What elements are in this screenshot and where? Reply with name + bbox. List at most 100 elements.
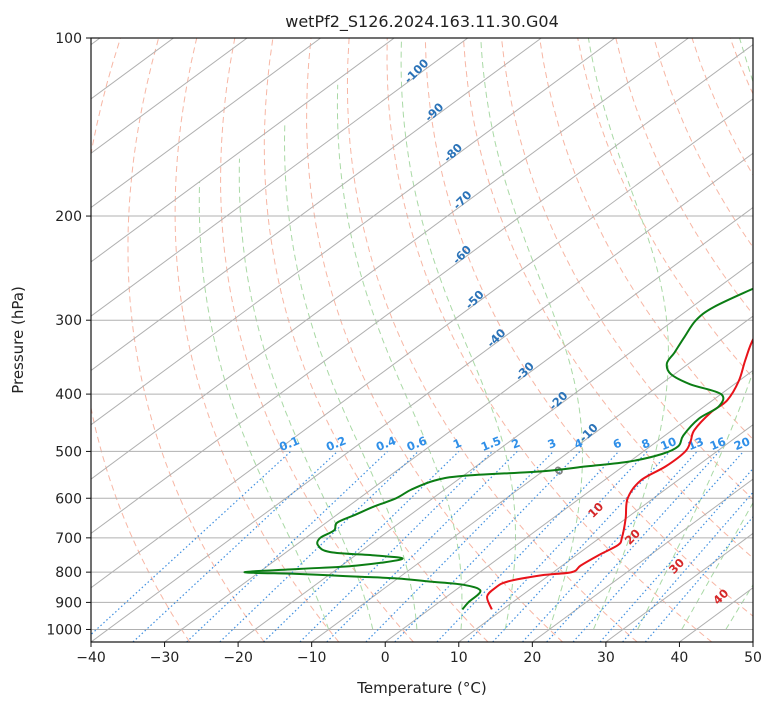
dry-adiabat-line xyxy=(306,38,563,642)
y-tick-label: 800 xyxy=(55,565,82,581)
isotherm-line xyxy=(679,587,753,642)
x-tick-label: −10 xyxy=(297,650,327,666)
isotherm-annotation-label: -90 xyxy=(422,100,447,125)
isotherm-line xyxy=(384,369,753,642)
x-tick-label: −20 xyxy=(223,650,253,666)
dry-adiabat-line xyxy=(768,38,775,642)
x-tick-label: 10 xyxy=(450,650,468,666)
mixing-ratio-line xyxy=(394,450,581,642)
y-tick-label: 600 xyxy=(55,491,82,507)
x-tick-label: 0 xyxy=(381,650,390,666)
dry-adiabat-line xyxy=(346,38,638,642)
mixing-ratio-label: 16 xyxy=(708,434,728,453)
mixing-ratio-line xyxy=(644,515,753,642)
dewpoint-series-line xyxy=(243,287,753,611)
mixing-ratio-line xyxy=(522,451,698,642)
y-axis-label: Pressure (hPa) xyxy=(9,286,27,394)
mixing-ratio-label: 6 xyxy=(611,436,624,452)
mixing-ratio-line xyxy=(91,450,292,636)
dry-adiabat-line xyxy=(691,38,753,176)
moist-adiabat-line xyxy=(400,38,516,630)
dry-adiabat-line xyxy=(174,38,340,642)
dry-adiabat-line xyxy=(653,38,753,249)
dry-adiabat-line xyxy=(424,38,753,617)
isotherm-line xyxy=(532,478,753,642)
moist-adiabat-line xyxy=(480,38,583,630)
dry-adiabat-line xyxy=(91,38,191,642)
dry-adiabat-line xyxy=(462,38,753,559)
isotherm-line xyxy=(91,38,248,154)
mixing-ratio-line xyxy=(572,451,744,642)
mixing-ratio-line xyxy=(546,451,720,642)
mixing-ratio-label: 1 xyxy=(451,436,464,452)
x-tick-label: −30 xyxy=(150,650,180,666)
moist-adiabat-line xyxy=(198,181,330,630)
moist-adiabat-label: 10 xyxy=(585,499,606,520)
moist-adiabat-line xyxy=(637,38,753,630)
mixing-ratio-label: 25 xyxy=(757,434,775,453)
mixing-ratio-line xyxy=(436,451,620,642)
mixing-ratio-line xyxy=(299,450,493,642)
x-tick-label: 30 xyxy=(597,650,615,666)
isotherm-line xyxy=(164,206,753,642)
chart-title: wetPf2_S126.2024.163.11.30.G04 xyxy=(285,12,559,32)
mixing-ratio-line xyxy=(492,451,671,642)
plot-frame xyxy=(90,37,754,643)
mixing-ratio-line xyxy=(263,450,460,642)
moist-adiabat-label: 40 xyxy=(710,586,731,607)
isotherm-labels: -100-90-80-70-60-50-40-30-20-100.1 0.2 0.4… xyxy=(277,56,775,607)
mixing-ratio-line xyxy=(326,450,518,642)
isotherm-annotation-label: -50 xyxy=(462,287,487,312)
temperature-series-line xyxy=(486,337,753,610)
x-tick-label: 50 xyxy=(744,650,762,666)
x-tick-label: 20 xyxy=(523,650,541,666)
isotherm-annotation-label: -40 xyxy=(484,326,509,351)
isotherm-annotation-label: -70 xyxy=(450,188,475,213)
isotherm-line xyxy=(752,641,753,642)
dry-adiabat-line xyxy=(263,38,489,642)
isotherm-line xyxy=(91,38,542,372)
mixing-ratio-label: 10 xyxy=(658,434,678,453)
mixing-ratio-label: 2 xyxy=(509,436,522,452)
y-tick-label: 300 xyxy=(55,313,82,329)
y-tick-label: 400 xyxy=(55,387,82,403)
y-tick-label: 900 xyxy=(55,595,82,611)
dry-adiabat-line xyxy=(615,38,753,316)
isotherm-line xyxy=(91,44,753,535)
mixing-ratio-label: 8 xyxy=(639,436,652,452)
x-tick-label: −40 xyxy=(76,650,106,666)
y-tick-label: 700 xyxy=(55,531,82,547)
isotherm-line xyxy=(605,532,753,642)
isotherm-line xyxy=(91,152,753,642)
dry-adiabat-line xyxy=(539,38,753,440)
mixing-ratio-label: 20 xyxy=(732,434,752,453)
isotherm-line xyxy=(91,38,395,263)
mixing-ratio-line xyxy=(186,450,388,642)
isotherm-line xyxy=(91,38,689,480)
isotherm-annotation-label: -30 xyxy=(512,359,537,384)
moist-adiabat-line xyxy=(336,84,463,630)
background-grid xyxy=(91,38,775,642)
isotherm-line xyxy=(237,261,753,642)
y-tick-label: 500 xyxy=(55,444,82,460)
mixing-ratio-line xyxy=(599,467,753,642)
dry-adiabat-line xyxy=(127,38,265,642)
mixing-ratio-label: 3 xyxy=(546,436,559,452)
sounding-series xyxy=(243,287,753,611)
isotherm-line xyxy=(91,38,321,209)
isotherm-annotation-label: -100 xyxy=(401,56,431,86)
y-tick-label: 200 xyxy=(55,209,82,225)
isotherm-line xyxy=(91,38,469,317)
mixing-ratio-line xyxy=(132,450,338,642)
isotherm-annotation-label: -60 xyxy=(450,242,475,267)
isotherm-annotation-label: -80 xyxy=(441,140,466,165)
mixing-ratio-line xyxy=(219,450,419,642)
y-tick-label: 100 xyxy=(55,31,82,47)
mixing-ratio-line xyxy=(365,450,554,642)
isotherm-line xyxy=(91,38,616,426)
axis-ticks: −40 −30 −20 −10 0 10 20 30 40 50 100 200 300 400 500 60… xyxy=(46,31,762,666)
isotherm-line xyxy=(91,98,753,589)
dry-adiabat-line xyxy=(220,38,414,642)
y-tick-label: 1000 xyxy=(46,622,82,638)
